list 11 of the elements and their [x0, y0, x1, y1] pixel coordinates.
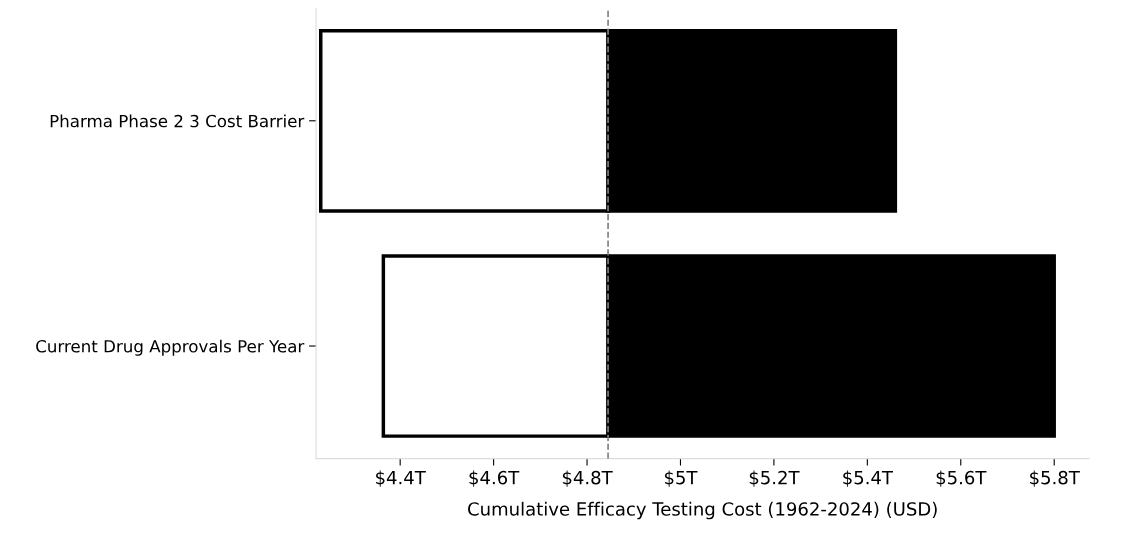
x-tick-label: $5.8T [1030, 470, 1080, 487]
x-tick-label: $4.8T [562, 470, 613, 487]
x-tick-label: $4.6T [469, 470, 520, 487]
x-tick-label: $4.4T [376, 470, 426, 487]
x-tick-label: $5T [664, 470, 698, 487]
x-axis-title: Cumulative Efficacy Testing Cost (1962-2024) (USD) [468, 501, 937, 520]
y-tick-label: Pharma Phase 2 3 Cost Barrier [50, 114, 305, 128]
y-tick-label: Current Drug Approvals Per Year [36, 339, 305, 356]
x-tick-label: $5.2T [749, 470, 800, 487]
x-tick-label: $5.4T [843, 470, 894, 487]
x-tick-label: $5.6T [936, 470, 987, 487]
